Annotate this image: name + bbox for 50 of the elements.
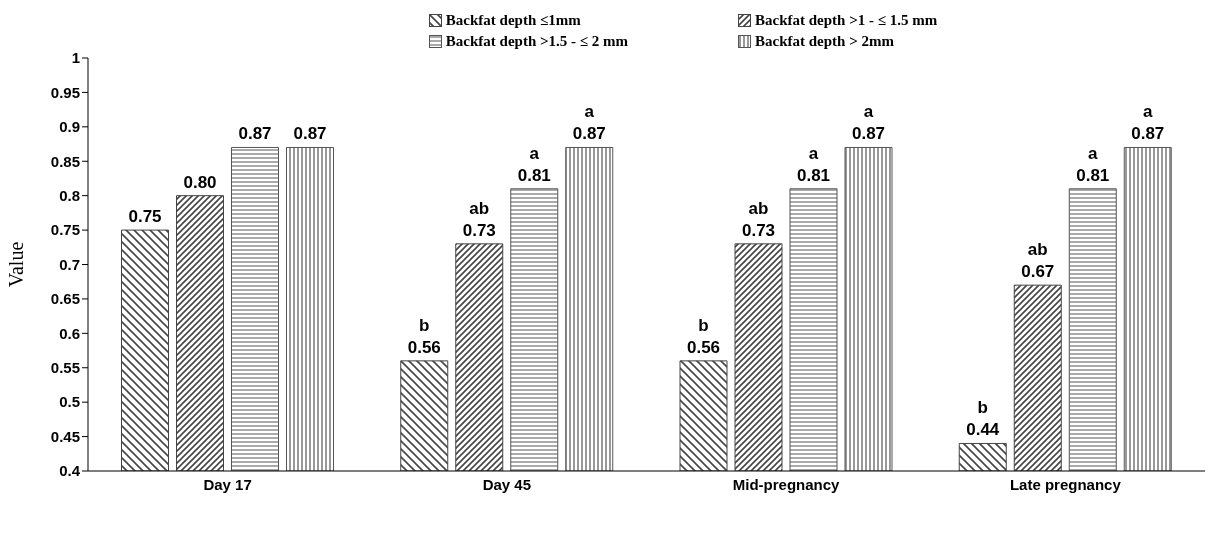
annotation: a: [808, 143, 819, 163]
data-label: 0.73: [741, 220, 776, 240]
annotation: b: [419, 315, 430, 335]
data-label: 0.67: [1021, 262, 1055, 282]
legend-label: Backfat depth >1.5 - ≤ 2 mm: [445, 33, 628, 50]
legend-label: Backfat depth >1 - ≤ 1.5 mm: [755, 12, 938, 29]
data-label: 0.87: [293, 124, 327, 144]
x-tick-label: Day 17: [203, 475, 252, 493]
annotation: ab: [748, 198, 769, 218]
annotation: a: [1143, 102, 1154, 122]
data-label: 0.75: [128, 207, 162, 227]
annotation: b: [698, 315, 709, 335]
annotation: a: [584, 102, 595, 122]
x-tick-label: Mid-pregnancy: [732, 475, 841, 493]
y-tick-label: 0.95: [50, 83, 80, 101]
y-tick-label: 0.6: [59, 324, 80, 342]
y-axis-title: Value: [5, 241, 28, 288]
annotation: b: [977, 398, 988, 418]
y-tick-label: 0.85: [50, 152, 80, 170]
y-tick-label: 0.9: [59, 118, 80, 136]
data-label: 0.87: [851, 124, 886, 144]
data-label: 0.73: [462, 220, 496, 240]
y-tick-label: 0.65: [50, 290, 80, 308]
data-label: 0.56: [407, 337, 441, 357]
legend-label: Backfat depth ≤1mm: [445, 12, 581, 29]
y-tick-label: 0.4: [59, 462, 81, 480]
data-label: 0.44: [966, 420, 1000, 440]
annotation: a: [1088, 143, 1099, 163]
annotation: a: [529, 143, 540, 163]
y-tick-label: 0.45: [50, 427, 80, 445]
annotation: ab: [1027, 240, 1048, 260]
data-label: 0.87: [1131, 124, 1165, 144]
y-tick-label: 0.55: [50, 359, 80, 377]
annotation: a: [863, 102, 874, 122]
x-tick-label: Late pregnancy: [1009, 475, 1122, 493]
y-tick-label: 0.75: [50, 221, 80, 239]
legend-label: Backfat depth > 2mm: [755, 33, 894, 50]
y-tick-label: 0.7: [59, 255, 80, 273]
x-tick-label: Day 45: [482, 475, 532, 493]
y-tick-label: 0.8: [59, 186, 80, 204]
y-tick-label: 1: [71, 49, 80, 67]
data-label: 0.80: [183, 172, 217, 192]
annotation: ab: [469, 198, 490, 218]
data-label: 0.87: [572, 124, 606, 144]
data-label: 0.81: [1076, 165, 1110, 185]
y-tick-label: 0.5: [59, 393, 80, 411]
data-label: 0.81: [517, 165, 551, 185]
data-label: 0.56: [686, 337, 721, 357]
data-label: 0.81: [796, 165, 831, 185]
data-label: 0.87: [238, 124, 272, 144]
